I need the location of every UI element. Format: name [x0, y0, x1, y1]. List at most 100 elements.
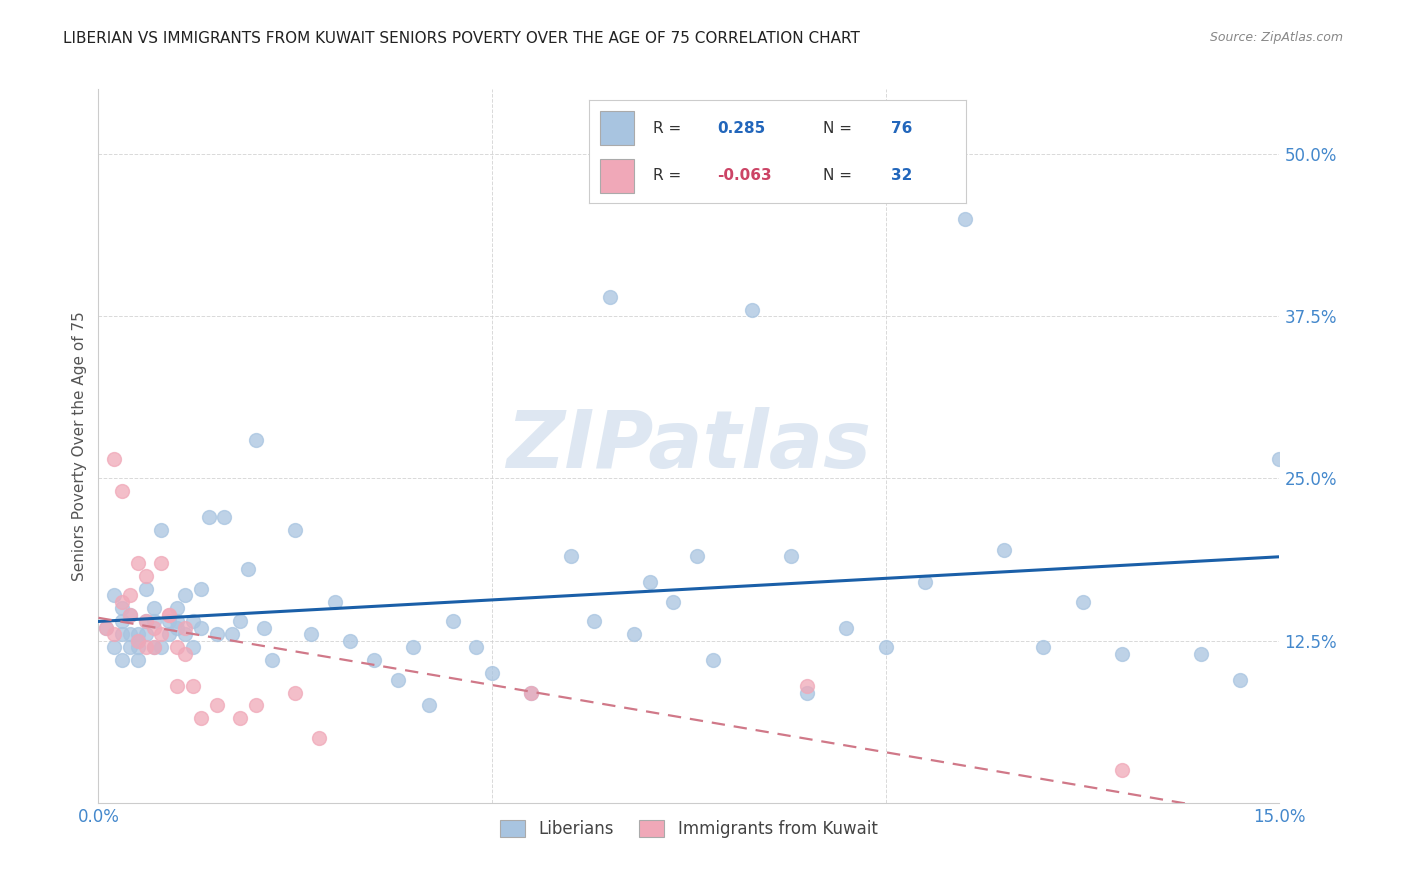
Point	[166, 640, 188, 654]
Point	[686, 549, 709, 564]
Text: Source: ZipAtlas.com: Source: ZipAtlas.com	[1209, 31, 1343, 45]
Point	[166, 621, 188, 635]
Point	[638, 575, 661, 590]
Point	[260, 653, 283, 667]
Point	[111, 601, 134, 615]
Point	[702, 653, 724, 667]
Point	[166, 601, 188, 615]
Point	[253, 621, 276, 635]
Point	[221, 627, 243, 641]
Point	[142, 640, 165, 654]
Point	[993, 542, 1015, 557]
Point	[127, 653, 149, 667]
Point	[796, 679, 818, 693]
Point	[953, 211, 976, 226]
Point	[142, 614, 165, 628]
Point	[229, 711, 252, 725]
Point	[1229, 673, 1251, 687]
Point	[1032, 640, 1054, 654]
Point	[780, 549, 803, 564]
Point	[520, 685, 543, 699]
Point	[135, 614, 157, 628]
Point	[118, 627, 141, 641]
Point	[103, 640, 125, 654]
Point	[214, 510, 236, 524]
Point	[135, 614, 157, 628]
Point	[142, 621, 165, 635]
Point	[1111, 647, 1133, 661]
Point	[150, 524, 173, 538]
Point	[96, 621, 118, 635]
Point	[111, 653, 134, 667]
Point	[174, 647, 197, 661]
Point	[284, 685, 307, 699]
Point	[157, 627, 180, 641]
Point	[835, 621, 858, 635]
Point	[418, 698, 440, 713]
Point	[181, 679, 204, 693]
Point	[402, 640, 425, 654]
Point	[142, 601, 165, 615]
Point	[181, 614, 204, 628]
Point	[623, 627, 645, 641]
Point	[229, 614, 252, 628]
Point	[157, 607, 180, 622]
Point	[127, 633, 149, 648]
Point	[135, 640, 157, 654]
Point	[387, 673, 409, 687]
Text: ZIPatlas: ZIPatlas	[506, 407, 872, 485]
Point	[174, 621, 197, 635]
Point	[166, 614, 188, 628]
Point	[245, 698, 267, 713]
Point	[363, 653, 385, 667]
Point	[103, 452, 125, 467]
Point	[236, 562, 259, 576]
Point	[96, 621, 118, 635]
Point	[599, 290, 621, 304]
Point	[520, 685, 543, 699]
Point	[339, 633, 361, 648]
Point	[190, 621, 212, 635]
Point	[174, 588, 197, 602]
Point	[1268, 452, 1291, 467]
Point	[875, 640, 897, 654]
Point	[118, 588, 141, 602]
Point	[190, 711, 212, 725]
Point	[741, 302, 763, 317]
Point	[441, 614, 464, 628]
Point	[135, 627, 157, 641]
Point	[662, 595, 685, 609]
Point	[118, 607, 141, 622]
Point	[205, 698, 228, 713]
Point	[127, 556, 149, 570]
Point	[103, 627, 125, 641]
Point	[127, 633, 149, 648]
Point	[142, 640, 165, 654]
Point	[205, 627, 228, 641]
Point	[150, 640, 173, 654]
Point	[796, 685, 818, 699]
Point	[299, 627, 322, 641]
Point	[914, 575, 936, 590]
Point	[284, 524, 307, 538]
Point	[157, 607, 180, 622]
Point	[150, 627, 173, 641]
Point	[245, 433, 267, 447]
Point	[118, 640, 141, 654]
Point	[1189, 647, 1212, 661]
Legend: Liberians, Immigrants from Kuwait: Liberians, Immigrants from Kuwait	[494, 813, 884, 845]
Point	[135, 568, 157, 582]
Point	[197, 510, 219, 524]
Point	[157, 614, 180, 628]
Point	[135, 582, 157, 596]
Point	[1111, 764, 1133, 778]
Point	[190, 582, 212, 596]
Point	[127, 640, 149, 654]
Point	[118, 607, 141, 622]
Point	[111, 614, 134, 628]
Point	[111, 627, 134, 641]
Point	[111, 595, 134, 609]
Point	[181, 640, 204, 654]
Y-axis label: Seniors Poverty Over the Age of 75: Seniors Poverty Over the Age of 75	[72, 311, 87, 581]
Point	[1071, 595, 1094, 609]
